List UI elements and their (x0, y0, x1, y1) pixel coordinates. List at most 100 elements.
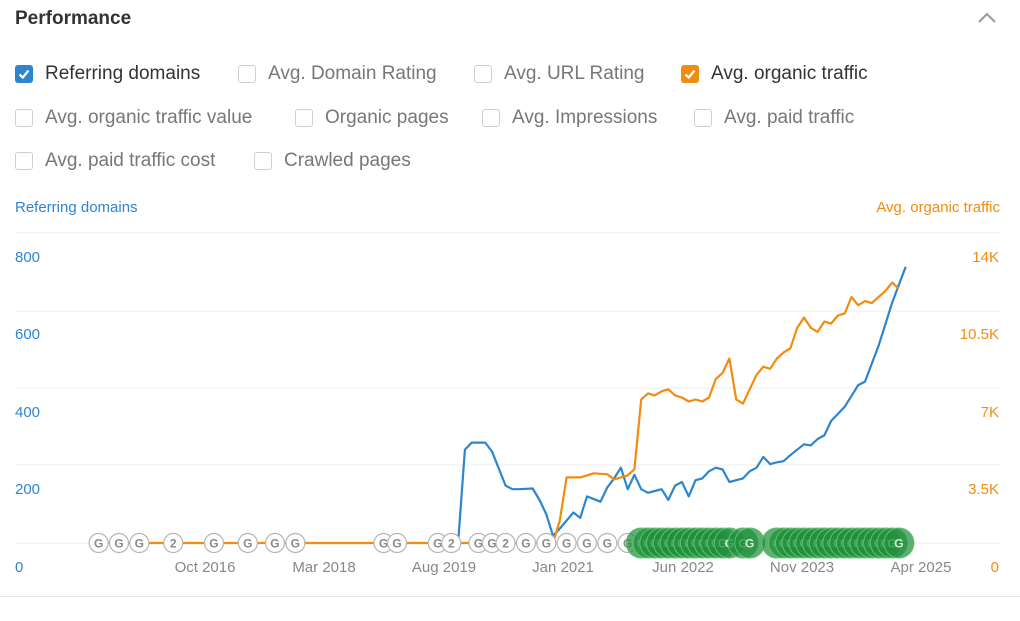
google-update-marker[interactable]: 2 (495, 532, 516, 554)
checkbox[interactable] (15, 152, 33, 170)
marker-circle (495, 532, 516, 554)
marker-label: G (243, 537, 252, 551)
option-avg-paid-traffic[interactable]: Avg. paid traffic (694, 107, 854, 129)
x-tick-label: Jun 2022 (652, 559, 714, 576)
option-avg-paid-traffic-cost[interactable]: Avg. paid traffic cost (15, 150, 215, 172)
event-marker-circle (883, 527, 915, 559)
option-label: Avg. URL Rating (504, 63, 645, 84)
google-update-marker[interactable]: G (386, 532, 408, 554)
event-marker-label: G (745, 537, 754, 551)
right-y-tick-label: 7K (981, 404, 999, 421)
right-y-tick-label: 14K (972, 249, 999, 266)
option-label: Avg. Domain Rating (268, 63, 437, 84)
marker-circle (386, 532, 408, 554)
marker-label: G (114, 537, 123, 551)
left-y-tick-label: 0 (15, 559, 23, 576)
left-y-tick-label: 600 (15, 326, 40, 343)
x-tick-label: Apr 2025 (891, 559, 952, 576)
option-label: Avg. organic traffic (711, 63, 868, 84)
option-avg-url-rating[interactable]: Avg. URL Rating (474, 63, 644, 85)
marker-circle (556, 532, 577, 554)
google-update-marker[interactable]: G (536, 532, 557, 554)
x-tick-label: Nov 2023 (770, 559, 834, 576)
x-tick-label: Mar 2018 (292, 559, 355, 576)
chevron-up-icon[interactable] (976, 10, 998, 26)
marker-label: 2 (502, 537, 509, 551)
marker-circle (515, 532, 537, 554)
google-update-marker[interactable]: G (88, 532, 109, 554)
option-avg-organic-traffic-value[interactable]: Avg. organic traffic value (15, 107, 252, 129)
google-update-marker[interactable]: 2 (163, 532, 184, 554)
marker-label: G (521, 537, 530, 551)
marker-circle (264, 532, 286, 554)
left-y-tick-label: 800 (15, 249, 40, 266)
google-update-marker[interactable]: G (108, 532, 130, 554)
performance-chart: 0 200 400 600 800 0 3.5K 7K 10.5K 14K Oct 2016 Mar … (15, 232, 1000, 576)
google-update-marker[interactable]: G (556, 532, 577, 554)
marker-label: G (135, 537, 144, 551)
performance-title: Performance (15, 8, 132, 29)
bottom-divider (0, 596, 1020, 597)
check-icon (684, 69, 696, 80)
google-update-marker[interactable]: 2 (441, 532, 462, 554)
google-update-marker[interactable]: G (515, 532, 537, 554)
event-marker-label: G (894, 537, 903, 551)
google-update-marker[interactable]: G (576, 532, 598, 554)
marker-label: G (392, 537, 401, 551)
marker-label: G (562, 537, 571, 551)
marker-label: G (474, 537, 483, 551)
x-tick-label: Aug 2019 (412, 559, 476, 576)
checkbox[interactable] (15, 65, 33, 83)
checkbox[interactable] (694, 109, 712, 127)
event-marker[interactable]: G (883, 527, 915, 559)
option-avg-organic-traffic[interactable]: Avg. organic traffic (681, 63, 868, 85)
checkbox[interactable] (474, 65, 492, 83)
right-y-tick-label: 3.5K (968, 481, 999, 498)
marker-label: 2 (170, 537, 177, 551)
google-update-marker[interactable]: G (129, 532, 150, 554)
event-marker[interactable]: G (734, 527, 766, 559)
marker-circle (108, 532, 130, 554)
series-line-referring-domains (457, 266, 907, 544)
checkbox[interactable] (295, 109, 313, 127)
google-update-marker[interactable]: G (264, 532, 286, 554)
left-y-tick-label: 400 (15, 404, 40, 421)
checkbox[interactable] (482, 109, 500, 127)
marker-circle (88, 532, 109, 554)
checkbox[interactable] (238, 65, 256, 83)
marker-label: G (582, 537, 591, 551)
right-y-tick-label: 10.5K (960, 326, 999, 343)
marker-label: G (209, 537, 218, 551)
option-label: Avg. Impressions (512, 107, 658, 128)
option-label: Avg. paid traffic (724, 107, 855, 128)
marker-circle (285, 532, 306, 554)
marker-label: 2 (448, 537, 455, 551)
option-crawled-pages[interactable]: Crawled pages (254, 150, 411, 172)
marker-label: G (270, 537, 279, 551)
option-avg-domain-rating[interactable]: Avg. Domain Rating (238, 63, 437, 85)
check-icon (18, 69, 30, 80)
left-axis-title: Referring domains (15, 199, 138, 216)
marker-circle (163, 532, 184, 554)
marker-circle (237, 532, 258, 554)
google-update-marker[interactable]: G (237, 532, 258, 554)
x-tick-label: Oct 2016 (175, 559, 236, 576)
checkbox[interactable] (15, 109, 33, 127)
option-referring-domains[interactable]: Referring domains (15, 63, 200, 85)
marker-circle (441, 532, 462, 554)
checkbox[interactable] (254, 152, 272, 170)
marker-label: G (487, 537, 496, 551)
option-label: Referring domains (45, 63, 201, 84)
marker-circle (576, 532, 598, 554)
marker-label: G (379, 537, 388, 551)
x-tick-label: Jan 2021 (532, 559, 594, 576)
marker-circle (536, 532, 557, 554)
checkbox[interactable] (681, 65, 699, 83)
google-update-marker[interactable]: G (203, 532, 225, 554)
option-organic-pages[interactable]: Organic pages (295, 107, 449, 129)
google-update-marker[interactable]: G (597, 532, 618, 554)
google-update-marker[interactable]: G (285, 532, 306, 554)
option-label: Organic pages (325, 107, 449, 128)
right-y-tick-label: 0 (991, 559, 999, 576)
option-avg-impressions[interactable]: Avg. Impressions (482, 107, 657, 129)
